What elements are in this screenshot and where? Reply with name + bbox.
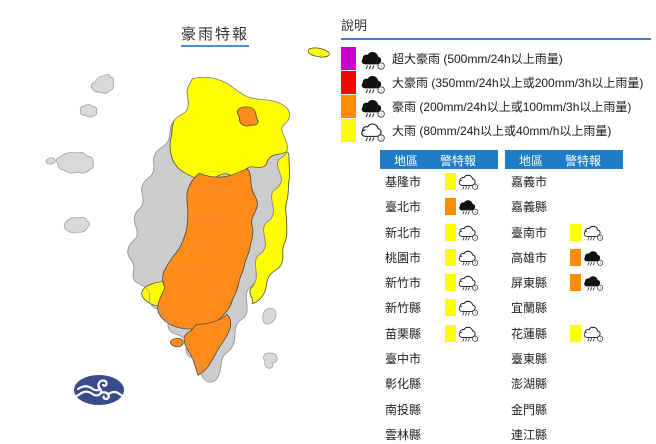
svg-text:i: i bbox=[381, 111, 382, 116]
svg-text:i: i bbox=[381, 87, 382, 92]
svg-text:i: i bbox=[381, 63, 382, 68]
svg-text:i: i bbox=[381, 135, 382, 140]
